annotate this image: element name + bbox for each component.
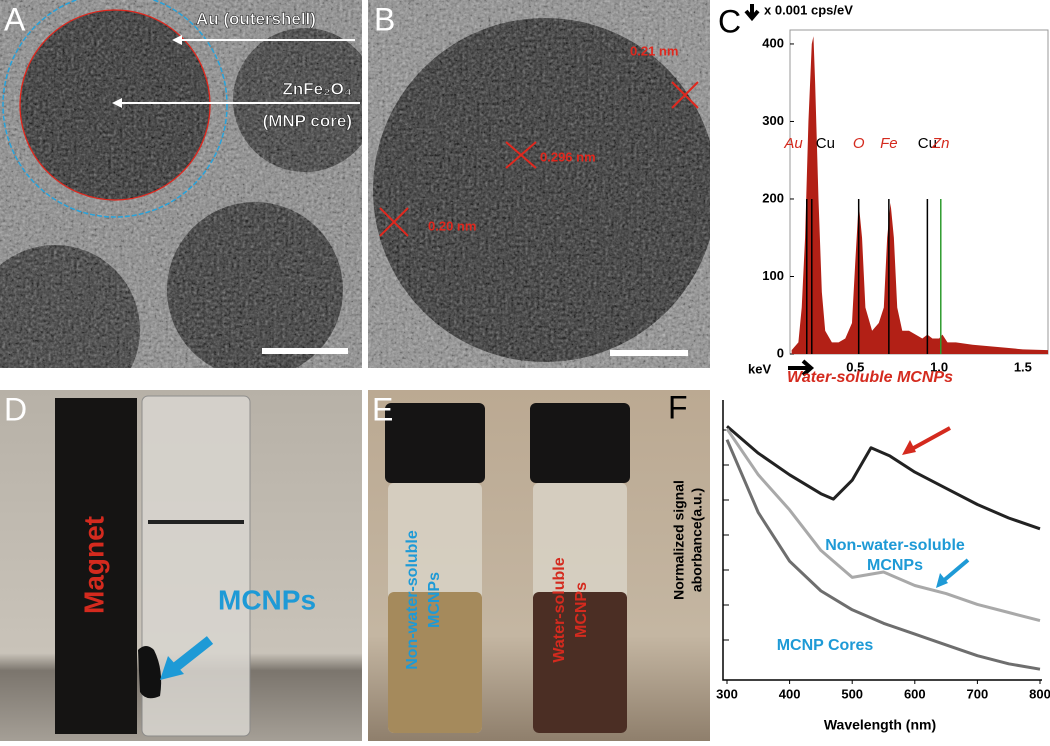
axes <box>722 400 1042 681</box>
tem-image-a <box>0 0 362 368</box>
y-tick-label: 300 <box>762 113 784 128</box>
x-tick-label: 400 <box>779 686 801 701</box>
magnet-label: Magnet <box>78 516 109 614</box>
absorbance-chart <box>722 400 1042 681</box>
photo-e <box>368 390 710 741</box>
peak-label: Cu <box>816 135 835 152</box>
lattice-spacing: 0.21 nm <box>630 43 678 58</box>
x-tick-label: 500 <box>841 686 863 701</box>
panel-label: B <box>374 1 395 37</box>
panel-label: F <box>668 389 688 425</box>
panel-label: D <box>4 391 27 427</box>
y-tick-label: 0 <box>777 345 784 360</box>
series-line <box>726 425 1041 531</box>
series-line <box>725 428 1041 623</box>
x-tick-label: 300 <box>716 686 738 701</box>
eds-spectrum <box>744 4 1049 377</box>
series-label-text: MCNP Cores <box>776 637 874 654</box>
vial-label: Water-soluble <box>551 557 568 662</box>
lattice-spacing: 0.20 nm <box>428 218 476 233</box>
x-tick-label: 1.5 <box>1014 359 1032 374</box>
vial-label: Non-water-soluble <box>404 530 421 670</box>
panel-label: E <box>372 391 393 427</box>
series-label-text: Non-water-soluble MCNPs <box>825 537 965 574</box>
series-label: MCNP Cores <box>776 637 874 654</box>
core-label: ZnFe₂O₄ <box>283 79 353 98</box>
x-unit-label: keV <box>748 361 771 376</box>
series-label: Water-soluble MCNPs <box>787 369 953 386</box>
peak-label: O <box>853 135 865 152</box>
panel-label: A <box>4 1 26 37</box>
vial-label: MCNPs <box>573 582 590 638</box>
tem-image-b <box>368 0 710 368</box>
axis-arrow <box>744 4 760 22</box>
y-unit-label: x 0.001 cps/eV <box>764 2 853 17</box>
panel-label: C <box>718 3 741 39</box>
y-tick-label: 200 <box>762 190 784 205</box>
x-tick-label: 700 <box>967 686 989 701</box>
peak-label: Au <box>783 135 803 152</box>
particles-label: MCNPs <box>218 584 316 615</box>
x-tick-label: 1.0 <box>930 359 948 374</box>
peak-label: Zn <box>931 135 950 152</box>
peak-label: Cu <box>918 135 937 152</box>
shell-label: Au (outershell) <box>196 9 316 28</box>
lattice-spacing: 0.296 nm <box>540 149 596 164</box>
y-tick-label: 400 <box>762 35 784 50</box>
peak-label: Fe <box>880 135 898 152</box>
series-line <box>725 439 1041 671</box>
x-tick-label: 600 <box>904 686 926 701</box>
y-axis-label: Normalized signal <box>671 480 687 600</box>
core-sublabel: (MNP core) <box>263 111 352 130</box>
y-tick-label: 100 <box>762 268 784 283</box>
spectrum-area <box>791 36 1048 354</box>
axis-ticks <box>723 429 729 641</box>
axis-arrow <box>788 359 815 377</box>
vial-label: MCNPs <box>426 572 443 628</box>
y-axis-label: aborbance(a.u.) <box>689 488 705 592</box>
plot-area <box>789 29 1049 355</box>
series-label-text: Water-soluble MCNPs <box>787 369 953 386</box>
x-tick-label: 800 <box>1029 686 1050 701</box>
x-tick-label: 0.5 <box>846 359 864 374</box>
series-label: Non-water-soluble MCNPs <box>825 537 965 574</box>
x-axis-label: Wavelength (nm) <box>824 717 936 733</box>
photo-d <box>0 390 362 741</box>
